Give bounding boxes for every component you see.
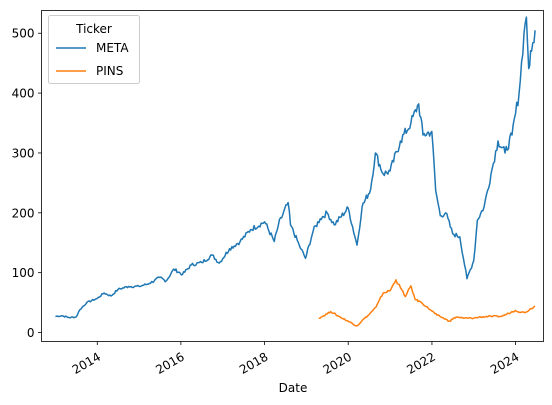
plot-lines <box>55 16 536 327</box>
y-tick-label: 400 <box>12 87 35 101</box>
x-tick-label: 2020 <box>321 350 354 377</box>
x-axis: 2014 2016 2018 2020 2022 2024 <box>70 341 521 377</box>
y-axis: 0 100 200 300 400 500 <box>12 27 42 340</box>
y-tick-label: 300 <box>12 146 35 160</box>
legend: Ticker META PINS <box>48 15 140 84</box>
legend-title: Ticker <box>75 22 112 36</box>
y-tick-label: 0 <box>27 326 35 340</box>
y-tick-label: 200 <box>12 206 35 220</box>
y-tick-label: 500 <box>12 27 35 41</box>
plot-frame <box>41 10 544 342</box>
x-tick-label: 2016 <box>153 350 186 377</box>
series-line-pins <box>318 279 536 327</box>
x-tick-label: 2024 <box>488 350 521 377</box>
y-tick-label: 100 <box>12 266 35 280</box>
x-tick-label: 2018 <box>237 350 270 377</box>
x-tick-label: 2014 <box>70 350 103 377</box>
legend-label-meta: META <box>96 41 129 55</box>
legend-label-pins: PINS <box>96 64 123 78</box>
x-axis-title: Date <box>279 381 308 395</box>
x-tick-label: 2022 <box>404 350 437 377</box>
series-line-meta <box>55 16 536 319</box>
legend-box <box>48 15 140 84</box>
